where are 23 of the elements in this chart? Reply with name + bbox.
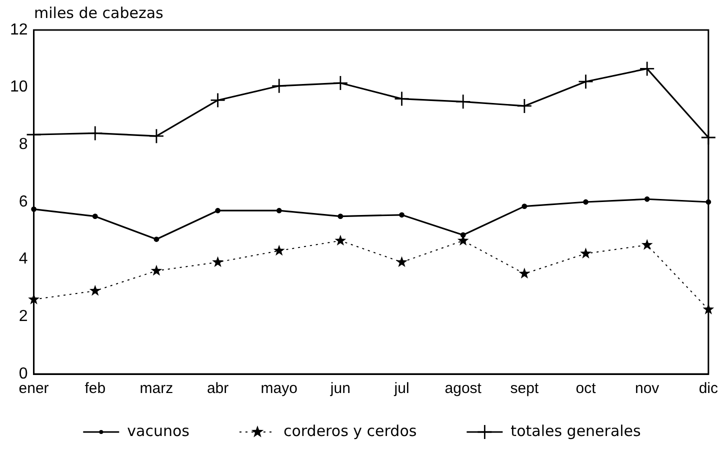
legend-label: totales generales	[510, 422, 642, 440]
y-tick-label: 6	[18, 193, 28, 210]
y-axis-title: miles de cabezas	[34, 4, 164, 22]
y-tick-label: 0	[18, 365, 28, 382]
x-tick-label: ener	[18, 380, 49, 398]
x-tick-label: mayo	[260, 380, 298, 398]
y-tick-label: 2	[18, 308, 28, 326]
legend-label: vacunos	[127, 422, 190, 440]
x-tick-label: agost	[444, 380, 482, 398]
x-tick-label: jun	[329, 380, 350, 398]
x-tick-label: marz	[140, 380, 174, 398]
x-tick-label: abr	[206, 380, 229, 398]
x-tick-label: feb	[84, 380, 106, 398]
y-tick-label: 4	[18, 250, 28, 268]
y-tick-label: 10	[10, 78, 28, 96]
x-tick-label: dic	[698, 380, 718, 398]
legend-label: corderos y cerdos	[283, 422, 417, 440]
y-tick-label: 8	[18, 136, 28, 154]
x-tick-label: sept	[510, 380, 540, 398]
y-tick-label: 12	[10, 21, 28, 38]
x-tick-label: jul	[393, 380, 410, 398]
x-tick-label: nov	[634, 380, 660, 398]
x-tick-label: oct	[576, 380, 597, 398]
